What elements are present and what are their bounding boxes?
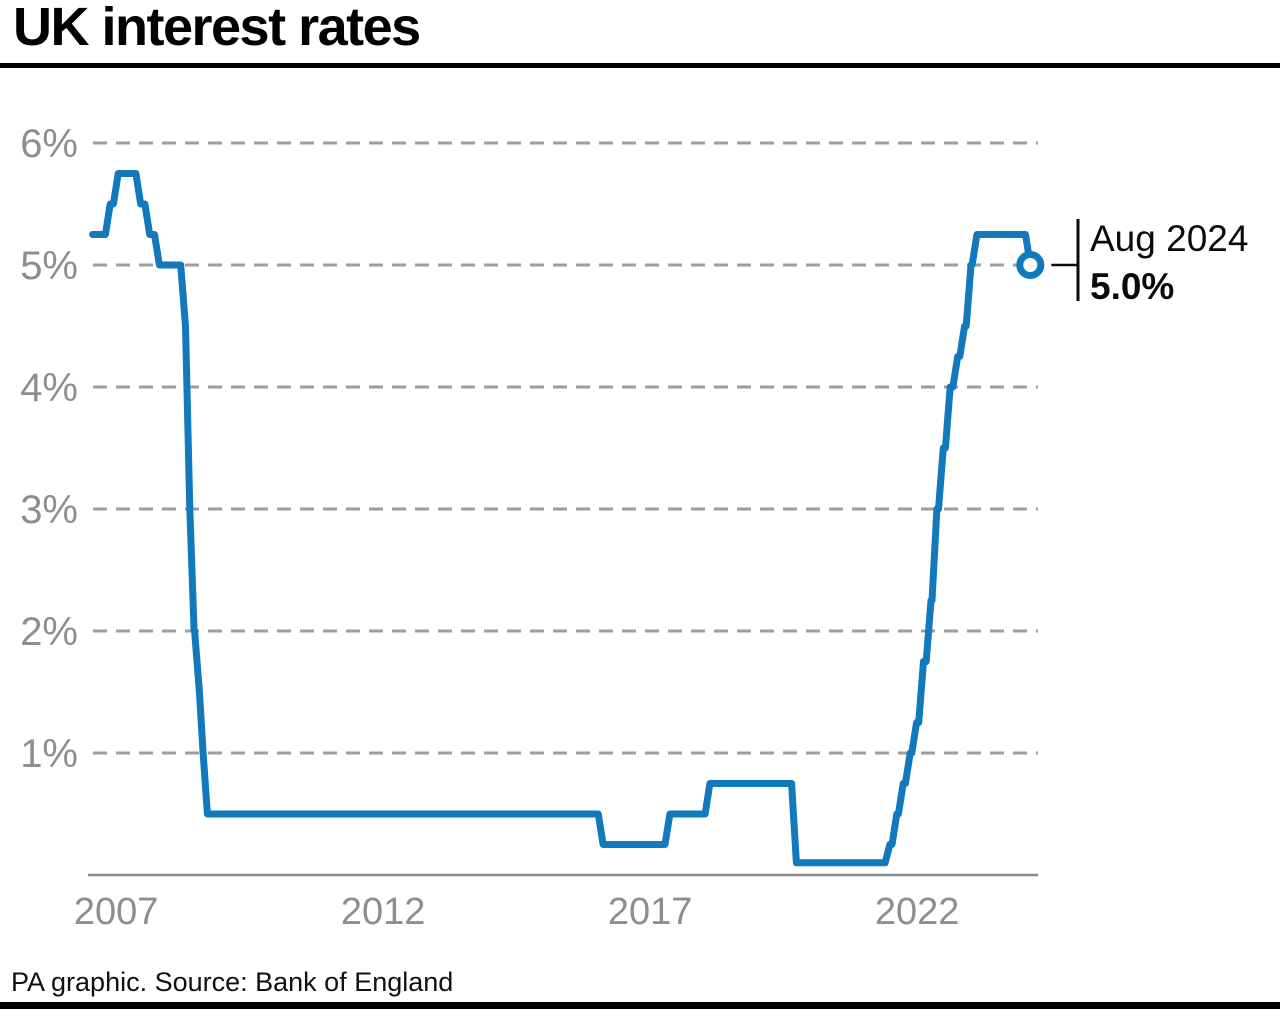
title-rule: [0, 63, 1280, 68]
rate-line: [89, 170, 1034, 867]
source-note: PA graphic. Source: Bank of England: [11, 967, 454, 997]
y-tick-label: 5%: [20, 244, 78, 288]
x-tick-label: 2017: [608, 891, 693, 933]
y-tick-label: 2%: [20, 610, 78, 654]
y-tick-label: 4%: [20, 366, 78, 410]
y-axis-labels: 6% 5% 4% 3% 2% 1%: [20, 122, 78, 776]
y-tick-label: 1%: [20, 732, 78, 776]
bottom-rule: [0, 1002, 1280, 1009]
y-tick-label: 6%: [20, 122, 78, 166]
gridlines: [93, 141, 1038, 755]
latest-point-marker: [1016, 251, 1045, 279]
x-tick-label: 2007: [74, 891, 159, 933]
page-title: UK interest rates: [13, 0, 421, 57]
annotation-value-label: 5.0%: [1090, 266, 1174, 307]
x-tick-label: 2022: [875, 891, 960, 933]
x-tick-label: 2012: [341, 891, 426, 933]
annotation-date-label: Aug 2024: [1090, 218, 1248, 259]
x-axis-labels: 2007 2012 2017 2022: [74, 891, 960, 933]
y-tick-label: 3%: [20, 488, 78, 532]
